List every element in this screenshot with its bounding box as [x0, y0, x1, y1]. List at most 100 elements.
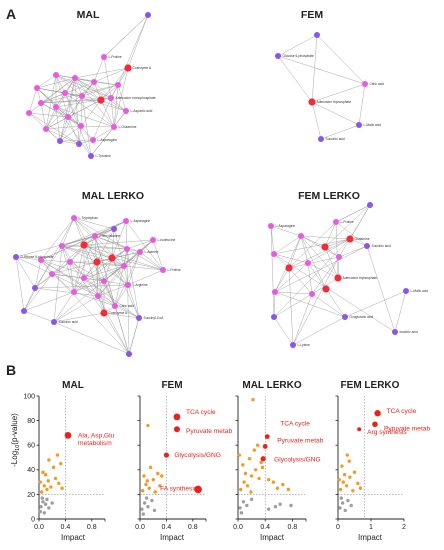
x-tick-label: 0.0 — [233, 524, 243, 531]
network-node — [88, 153, 94, 159]
pathway-point — [341, 480, 345, 484]
network-edge — [93, 67, 129, 83]
network-node — [333, 219, 339, 225]
network-node — [111, 124, 117, 130]
highlighted-pathway-point — [173, 413, 181, 421]
pathway-point — [358, 486, 363, 490]
network-edge — [311, 101, 360, 126]
network-node — [123, 108, 129, 114]
pathway-point — [343, 508, 347, 513]
network-edge — [274, 291, 313, 295]
pathway-point — [153, 490, 157, 494]
network-edge — [73, 235, 96, 293]
network-edge — [152, 239, 164, 271]
network-edge — [103, 257, 113, 282]
network-edge — [97, 295, 116, 307]
network-edge — [139, 251, 164, 271]
network-edge — [127, 14, 149, 69]
pathway-point — [271, 480, 276, 484]
network-edge — [277, 34, 318, 57]
pathway-point — [245, 484, 250, 488]
pathway-point — [144, 482, 148, 487]
pathway-point — [339, 496, 343, 500]
network-edge — [15, 256, 53, 275]
network-edge — [324, 204, 371, 248]
volcano-fem-lerko-title: FEM LERKO — [341, 380, 400, 391]
network-node — [346, 235, 354, 243]
network-edge — [113, 67, 129, 128]
pathway-annotation: TCA cycle — [186, 409, 216, 416]
network-node — [290, 342, 296, 348]
network-node — [34, 85, 40, 91]
network-edge — [113, 228, 125, 267]
pathway-point — [243, 471, 248, 476]
pathway-point — [239, 511, 244, 515]
network-mal-lerko-title: MAL LERKO — [82, 190, 144, 202]
network-edge — [117, 84, 127, 112]
pathway-point — [344, 484, 349, 488]
pathway-point — [43, 473, 48, 477]
network-node — [95, 293, 101, 299]
network-node-label: D-Ribose 5-phosphate — [21, 255, 54, 259]
pathway-point — [286, 487, 291, 492]
y-tick-label: 80 — [27, 418, 35, 425]
pathway-point — [260, 465, 265, 470]
network-node — [392, 329, 398, 335]
volcano-mal-lerko-plot-area: 0.0 0.4 0.8 TCA cycle Pyruvate metab Glycolys… — [233, 395, 324, 531]
network-node-label: Citric acid — [370, 82, 385, 86]
network-fem: FEM Glucose 6-phosphate Citric acid Adenos… — [275, 9, 384, 142]
pathway-point — [140, 507, 144, 511]
pathway-point — [146, 423, 150, 428]
network-edge — [96, 261, 99, 297]
network-edge — [288, 221, 337, 269]
pathway-point — [347, 459, 351, 463]
network-edge — [125, 220, 128, 250]
network-edge — [127, 251, 141, 286]
network-node — [49, 271, 55, 277]
network-edge — [34, 284, 129, 289]
network-node — [101, 278, 107, 284]
network-edge — [93, 56, 105, 83]
pathway-point — [42, 484, 46, 488]
network-edge — [300, 235, 309, 264]
network-edge — [64, 92, 127, 112]
network-node-label: Succinic acid — [372, 244, 391, 248]
pathway-point — [245, 503, 249, 508]
network-edge — [292, 293, 313, 346]
pathway-point — [266, 507, 271, 511]
pathway-point — [266, 477, 271, 482]
pathway-point — [142, 474, 146, 478]
pathway-point — [59, 461, 63, 466]
network-edge — [335, 204, 371, 223]
network-edge — [335, 221, 368, 247]
panel-a-letter: A — [6, 6, 16, 22]
network-node — [160, 267, 166, 273]
network-edge — [73, 291, 116, 307]
network-edge — [23, 291, 75, 312]
network-edge — [94, 235, 125, 267]
pathway-point — [60, 486, 64, 490]
network-edge — [311, 83, 366, 103]
pathway-point — [142, 501, 147, 505]
network-edge — [111, 251, 141, 259]
network-node-label: Isocitric acid — [400, 330, 418, 334]
pathway-point — [42, 511, 46, 515]
network-edge — [81, 84, 119, 97]
network-edge — [307, 238, 351, 264]
network-node — [97, 96, 105, 104]
network-node — [91, 79, 97, 85]
pathway-annotation: Glycolysis/GNG — [174, 452, 221, 459]
network-edge — [273, 316, 294, 346]
panel-b-letter: B — [6, 362, 16, 378]
volcano-plot-fem-lerko: FEM LERKO 0 1 2 TCA cycle Pyruvate metabArg … — [335, 380, 430, 542]
network-node — [322, 285, 330, 293]
volcano-mal-lerko-title: MAL LERKO — [242, 380, 301, 391]
network-edge — [111, 257, 129, 286]
network-node-label: L-Glutamine — [119, 125, 137, 129]
network-edge — [96, 261, 125, 267]
network-edge — [335, 221, 339, 279]
x-tick-label: 0.8 — [87, 524, 97, 531]
volcano-mal-plot-area: 0 20 40 60 80 100 0.0 0.4 0.8 Ala, Asp,Glu metabol… — [23, 393, 114, 531]
network-edge — [270, 225, 275, 318]
network-node — [367, 202, 373, 208]
